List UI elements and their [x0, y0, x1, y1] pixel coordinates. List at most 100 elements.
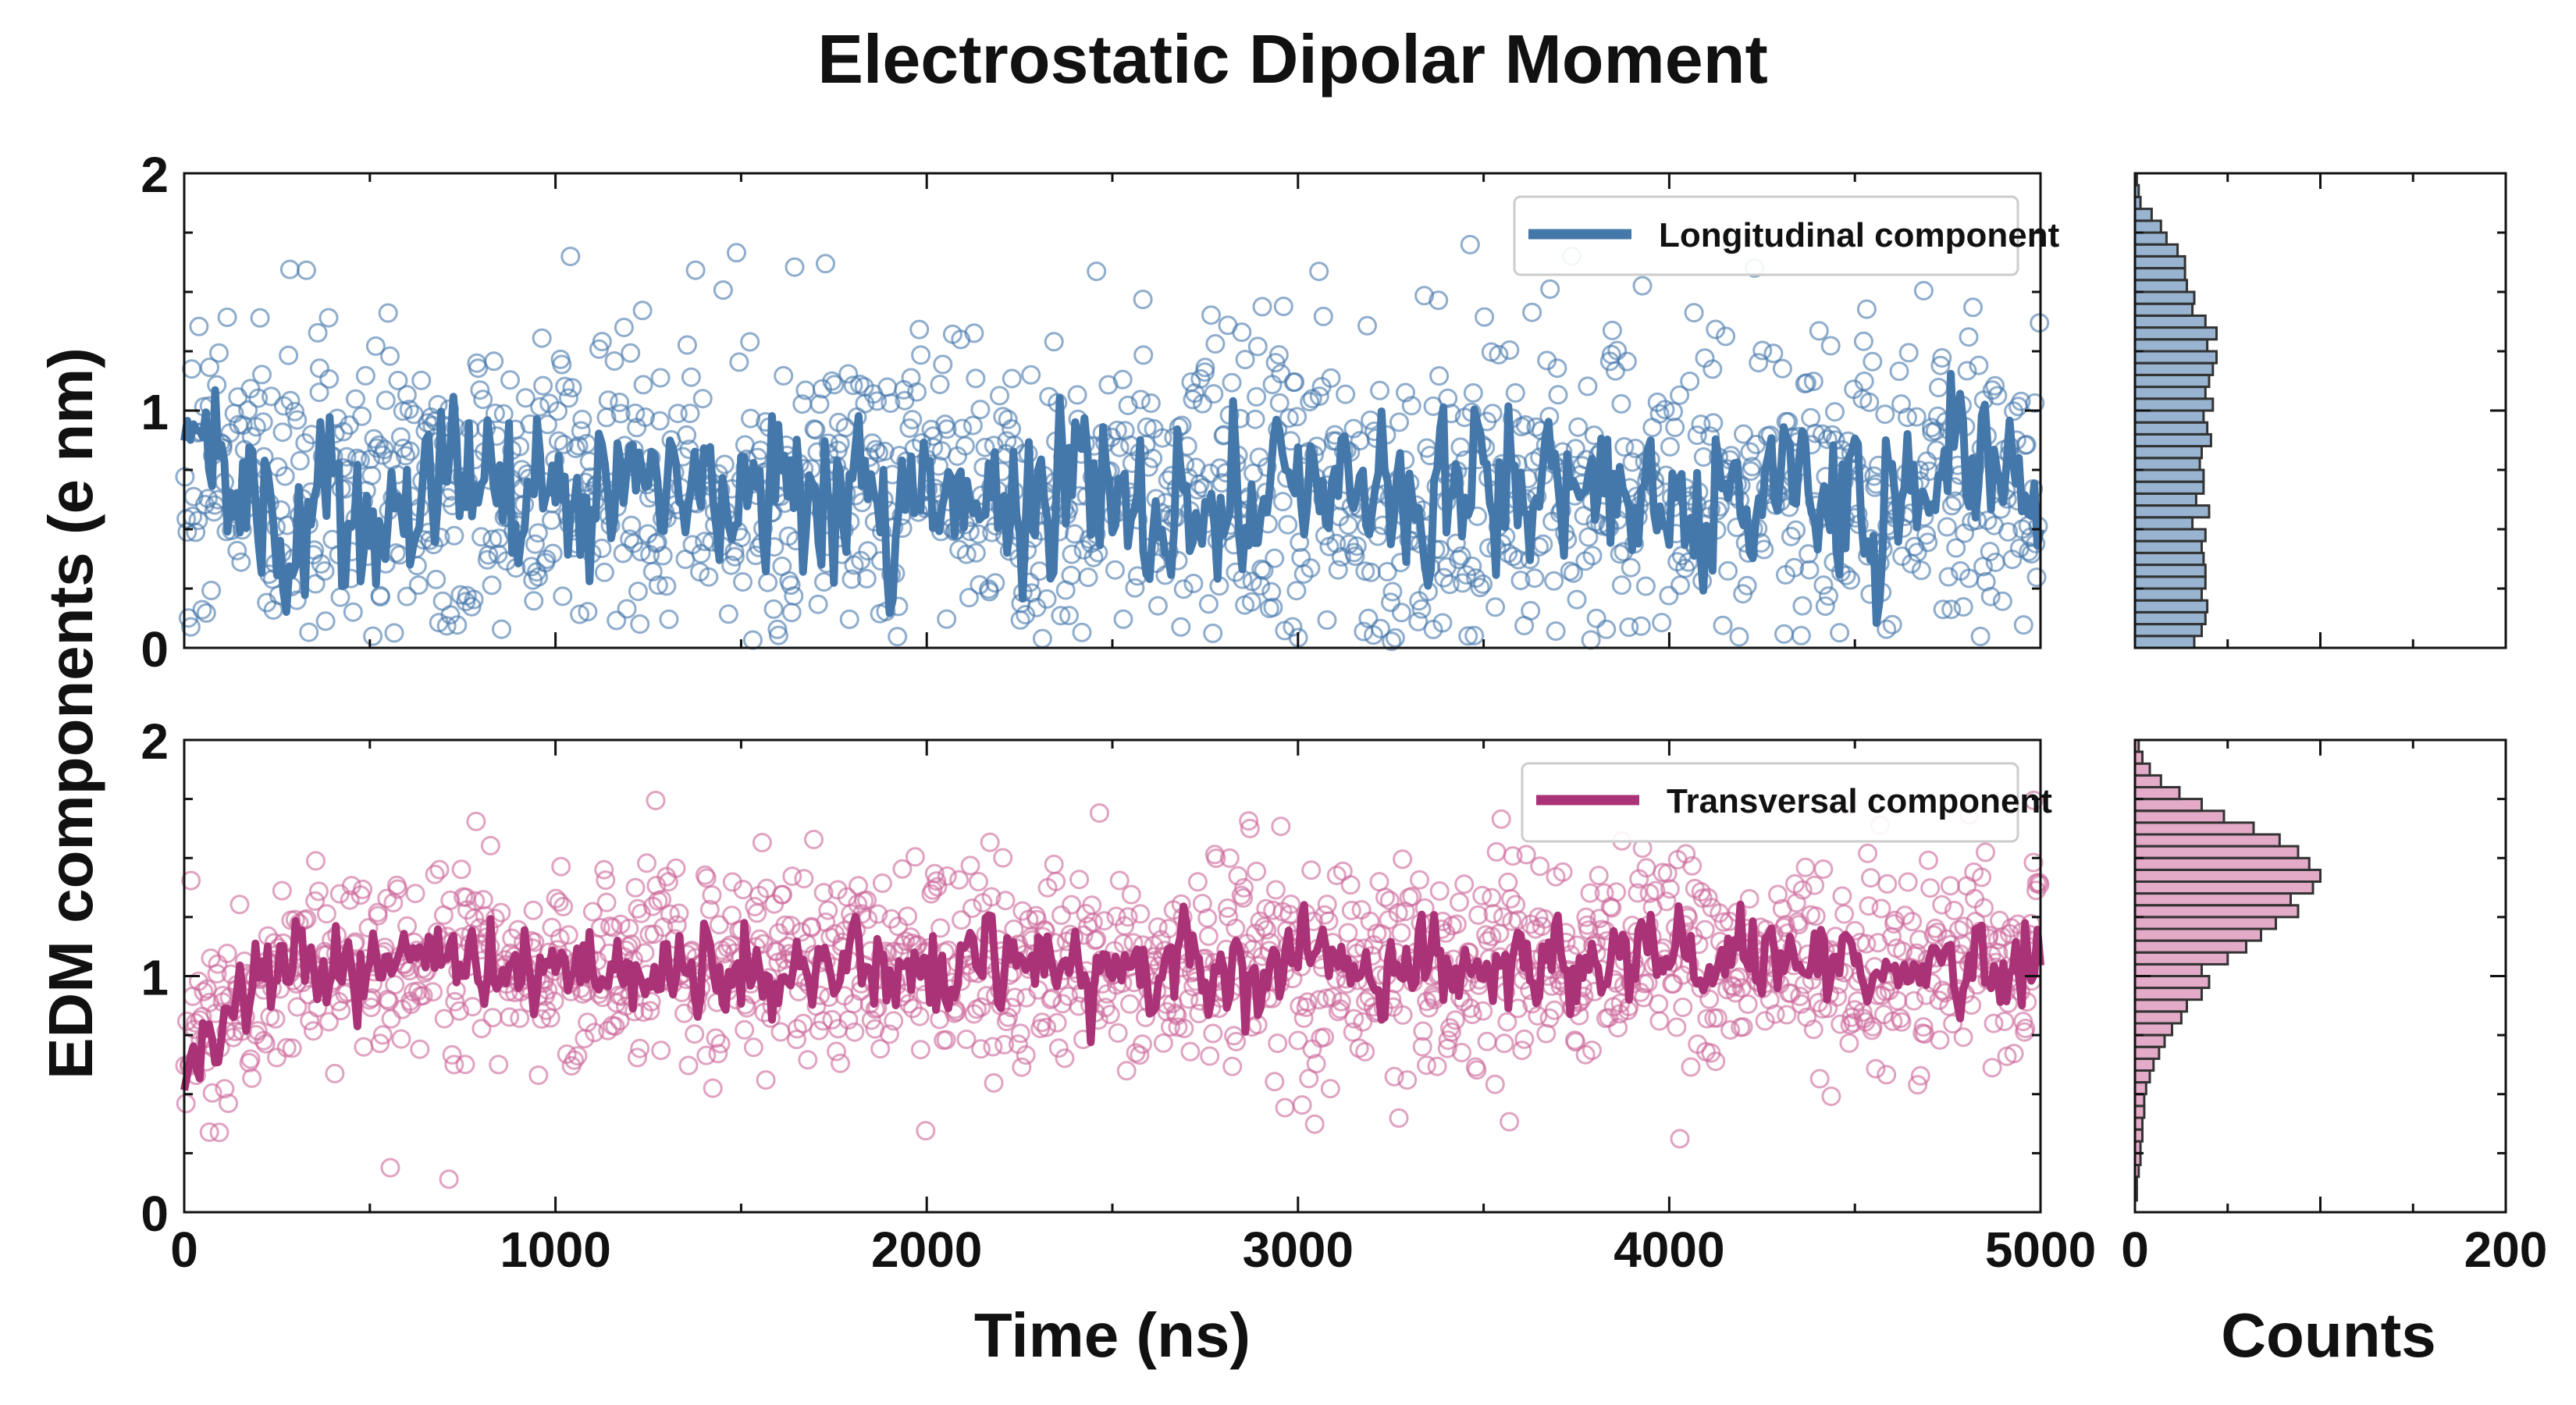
scatter-point	[1062, 895, 1082, 915]
scatter-point	[1553, 862, 1573, 882]
scatter-point	[585, 1023, 605, 1043]
scatter-point	[2004, 1044, 2024, 1064]
scatter-point	[966, 542, 986, 563]
scatter-point	[1987, 930, 2008, 950]
scatter-point	[708, 1044, 728, 1064]
scatter-point	[1347, 536, 1367, 557]
scatter-point	[1898, 872, 1918, 892]
scatter-point	[1190, 474, 1210, 494]
scatter-point	[1908, 1075, 1928, 1095]
scatter-point	[1309, 386, 1329, 407]
y-tick-label: 1	[141, 950, 169, 1006]
scatter-point	[851, 550, 871, 571]
scatter-point	[809, 1020, 829, 1040]
scatter-point	[290, 450, 310, 471]
scatter-point	[621, 343, 641, 363]
scatter-point	[447, 615, 468, 635]
scatter-point	[1632, 276, 1653, 296]
scatter-point	[1676, 844, 1696, 864]
scatter-point	[1450, 892, 1469, 912]
scatter-point	[781, 575, 801, 596]
scatter-point	[699, 899, 720, 919]
scatter-point	[1130, 1045, 1150, 1065]
scatter-point	[1451, 546, 1471, 566]
scatter-point	[1786, 520, 1806, 540]
scatter-point	[1820, 336, 1841, 356]
scatter-point	[952, 910, 971, 930]
scatter-point	[677, 335, 697, 355]
scatter-point	[1646, 880, 1666, 901]
scatter-point	[1917, 451, 1937, 471]
scatter-point	[1891, 1012, 1912, 1032]
scatter-point	[1863, 1016, 1883, 1037]
scatter-point	[1411, 599, 1432, 619]
scatter-point	[267, 1048, 286, 1068]
scatter-point	[325, 1063, 345, 1083]
scatter-point	[856, 568, 877, 589]
scatter-point	[839, 609, 859, 629]
scatter-point	[1472, 885, 1493, 905]
scatter-point	[691, 543, 711, 564]
scatter-point	[646, 791, 666, 810]
scatter-point	[1911, 560, 1931, 581]
scatter-point	[1540, 279, 1560, 299]
transversal-histogram-bars	[2133, 738, 2322, 1202]
scatter-point	[1381, 592, 1400, 613]
scatter-point	[774, 365, 794, 386]
scatter-point	[1516, 845, 1536, 865]
x-tick-label: 4000	[1614, 1222, 1724, 1278]
scatter-point	[1005, 987, 1025, 1008]
scatter-point	[1044, 332, 1064, 352]
longitudinal-y-tick-labels: 0 1 2	[141, 147, 169, 678]
scatter-point	[411, 370, 432, 390]
scatter-point	[1427, 1056, 1447, 1076]
scatter-point	[180, 617, 201, 637]
scatter-point	[1021, 365, 1041, 385]
scatter-point	[1410, 870, 1429, 890]
scatter-point	[1970, 626, 1991, 646]
scatter-point	[1904, 991, 1924, 1011]
scatter-point	[1239, 811, 1259, 831]
scatter-point	[1703, 359, 1723, 379]
scatter-point	[1497, 1012, 1517, 1032]
scatter-point	[678, 1055, 699, 1076]
scatter-point	[528, 523, 548, 543]
scatter-point	[1083, 547, 1104, 567]
scatter-point	[1195, 357, 1215, 378]
scatter-point	[784, 586, 804, 606]
scatter-point	[1432, 613, 1453, 633]
histogram-bar	[2133, 397, 2215, 412]
scatter-point	[361, 465, 382, 486]
scatter-point	[1665, 418, 1685, 437]
scatter-point	[1984, 1013, 2004, 1033]
scatter-point	[426, 569, 447, 589]
scatter-point	[1290, 532, 1310, 553]
scatter-point	[806, 420, 826, 440]
x-tick-label: 0	[170, 1222, 198, 1278]
scatter-point	[763, 599, 784, 619]
histogram-bar	[2133, 962, 2203, 978]
scatter-point	[1313, 306, 1333, 326]
scatter-point	[1902, 912, 1923, 932]
scatter-point	[1521, 600, 1541, 621]
scatter-point	[1882, 614, 1902, 635]
scatter-point	[1631, 616, 1651, 636]
scatter-point	[316, 904, 336, 924]
scatter-point	[1179, 989, 1199, 1009]
scatter-point	[343, 602, 363, 622]
scatter-point	[596, 892, 617, 912]
scatter-point	[680, 404, 700, 424]
scatter-point	[702, 885, 722, 905]
scatter-point	[881, 393, 901, 413]
scatter-point	[1120, 994, 1140, 1014]
scatter-point	[553, 434, 574, 454]
scatter-point	[631, 542, 651, 562]
scatter-point	[1051, 905, 1071, 925]
scatter-point	[1614, 437, 1635, 457]
scatter-point	[1803, 1019, 1823, 1040]
scatter-point	[1907, 542, 1927, 563]
running-mean-line	[180, 369, 2044, 628]
scatter-point	[1445, 1010, 1465, 1030]
scatter-point	[656, 576, 677, 596]
scatter-point	[959, 521, 980, 542]
